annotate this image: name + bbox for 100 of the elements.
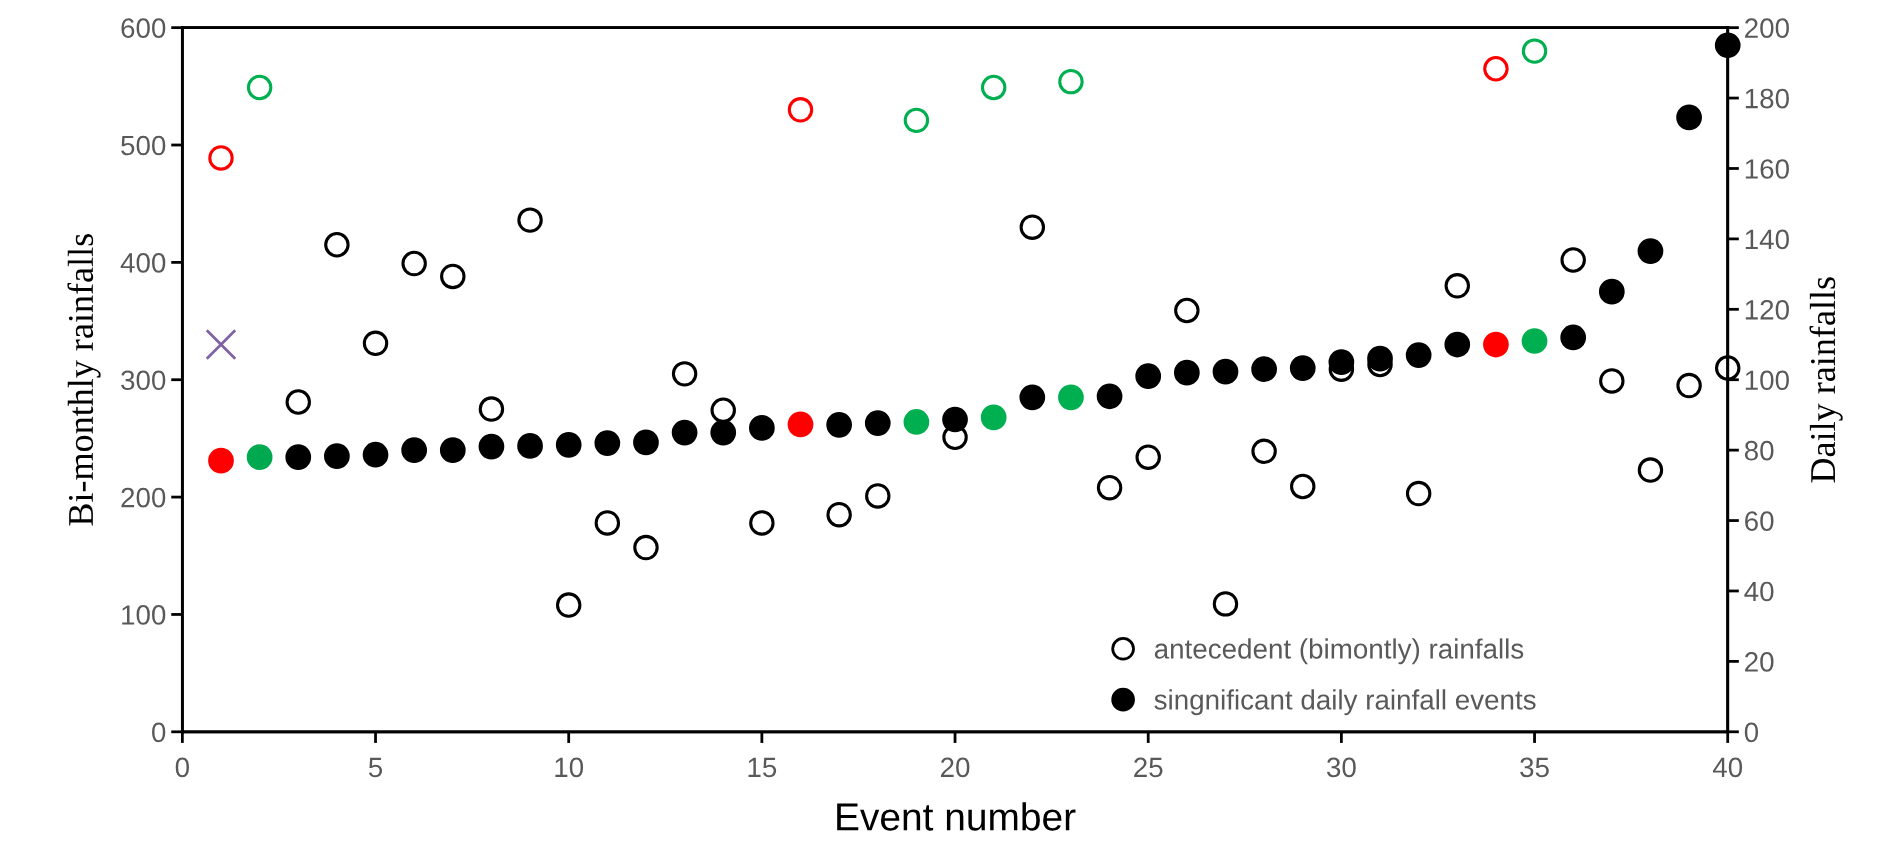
point [440, 263, 466, 290]
x-tick-label: 0 [175, 757, 189, 778]
point [478, 433, 505, 460]
x-tick-label: 15 [748, 757, 777, 778]
y2-tick-label: 180 [1745, 88, 1789, 109]
point [594, 510, 621, 536]
point [633, 429, 659, 456]
y2-tick-label: 40 [1744, 581, 1774, 602]
point [555, 592, 582, 618]
point [865, 483, 891, 509]
point [1174, 297, 1200, 324]
point [710, 419, 737, 446]
point [1058, 384, 1084, 411]
point [671, 361, 698, 387]
y2-tick-label: 0 [1744, 722, 1759, 743]
y2-tick-label: 200 [1745, 18, 1789, 38]
x-tick-label: 10 [555, 757, 584, 778]
point [903, 409, 930, 435]
point [1444, 273, 1471, 299]
point [980, 74, 1007, 101]
legend-label: antecedent (bimontly) rainfalls [1154, 638, 1524, 665]
y2-axis-title: Daily rainfalls [1809, 277, 1843, 483]
point [1405, 342, 1432, 368]
point [246, 444, 273, 471]
point [208, 145, 234, 171]
point [208, 447, 234, 474]
point [1599, 368, 1625, 394]
y-tick-label: 200 [121, 487, 166, 508]
point [594, 430, 621, 456]
point [864, 410, 891, 436]
point [787, 411, 814, 438]
x-tick-label: 30 [1326, 757, 1356, 778]
y2-tick-label: 140 [1745, 229, 1789, 250]
point [1483, 56, 1509, 82]
y-tick-label: 600 [121, 18, 166, 38]
point [1483, 331, 1509, 358]
point [362, 330, 389, 357]
point [903, 107, 930, 134]
point [1212, 358, 1239, 385]
y2-tick-label: 120 [1745, 299, 1789, 320]
point [1560, 247, 1586, 273]
point [1637, 457, 1664, 483]
point [1289, 355, 1316, 381]
point [749, 415, 775, 441]
point [1676, 372, 1702, 399]
point [1251, 438, 1277, 465]
x-tick-label: 20 [940, 757, 970, 778]
y-axis-title: Bi-monthly rainfalls [67, 234, 101, 526]
point [555, 431, 582, 458]
point [1444, 331, 1471, 358]
point [1251, 356, 1277, 383]
x-tick-label: 40 [1712, 757, 1743, 778]
point [478, 396, 505, 422]
point [1598, 278, 1625, 305]
point [1019, 214, 1046, 240]
point [1405, 480, 1432, 507]
point [942, 406, 968, 433]
y2-tick-label: 160 [1745, 159, 1789, 179]
point [787, 97, 814, 123]
point [439, 437, 466, 464]
point [1676, 104, 1702, 131]
point [633, 534, 659, 561]
point [401, 437, 428, 464]
point [826, 501, 852, 528]
y-tick-label: 300 [121, 370, 166, 391]
point [1560, 324, 1587, 351]
y-tick-label: 0 [152, 722, 166, 743]
point [1058, 68, 1084, 95]
point [1096, 474, 1123, 501]
point [1367, 345, 1393, 372]
point [1521, 38, 1548, 64]
point [826, 411, 853, 438]
point [1212, 591, 1239, 617]
x-tick-label: 25 [1134, 757, 1163, 778]
y2-tick-label: 20 [1745, 652, 1774, 672]
point [1096, 383, 1123, 410]
point [1290, 473, 1316, 500]
point [1135, 363, 1162, 390]
point [246, 74, 273, 101]
point [205, 328, 237, 361]
y2-tick-label: 80 [1744, 440, 1774, 461]
point [749, 510, 775, 536]
point [285, 444, 312, 471]
point [980, 404, 1007, 431]
legend-label: singnificant daily rainfall events [1154, 689, 1536, 716]
y-tick-label: 400 [120, 253, 166, 273]
point [710, 397, 736, 423]
point [517, 207, 543, 233]
x-tick-label: 5 [368, 757, 383, 778]
point [1019, 384, 1046, 411]
point [362, 441, 389, 468]
y2-tick-label: 60 [1745, 511, 1774, 531]
point [324, 232, 350, 258]
point [1637, 238, 1664, 265]
y2-tick-label: 100 [1745, 370, 1789, 391]
y-tick-label: 500 [121, 135, 166, 156]
point [517, 433, 543, 459]
point [401, 250, 427, 277]
point [285, 389, 311, 415]
point [1328, 349, 1355, 375]
